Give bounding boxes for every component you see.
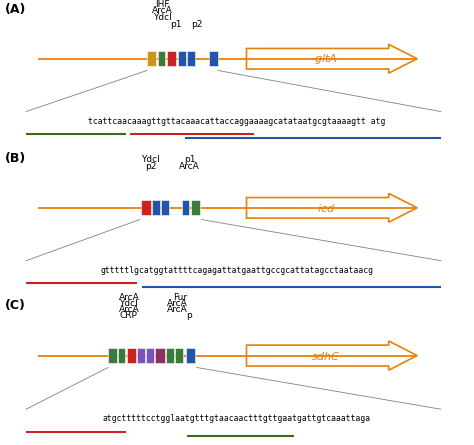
Text: ArcA: ArcA [167,299,188,308]
Text: YdcI: YdcI [153,13,172,22]
Text: p: p [186,311,191,320]
Text: IHF: IHF [155,0,170,9]
Text: $\it{icd}$: $\it{icd}$ [317,202,335,214]
Bar [209,51,218,66]
Text: ArcA: ArcA [118,293,139,302]
Text: tcattcaacaaagttgttacaaacattaccaggaaaagcatataatgcgtaaaagtt atg: tcattcaacaaagttgttacaaacattaccaggaaaagca… [88,117,386,125]
Bar [108,348,117,363]
Text: Fur: Fur [173,293,187,302]
Text: ArcA: ArcA [152,6,173,16]
Bar [191,200,200,215]
Bar [158,51,165,66]
Bar [175,348,183,363]
Bar [155,348,165,363]
Text: YdcI: YdcI [119,299,138,308]
Text: $\it{sdhC}$: $\it{sdhC}$ [311,350,341,361]
Bar [178,51,186,66]
Bar [161,200,169,215]
Text: (B): (B) [5,152,26,165]
Text: ArcA: ArcA [179,162,200,171]
Text: ArcA: ArcA [118,305,139,314]
Text: (C): (C) [5,299,26,312]
Bar [166,348,174,363]
Text: p1: p1 [170,20,181,28]
Bar [137,348,145,363]
Bar [141,200,151,215]
Text: CRP: CRP [120,311,138,320]
Text: p1: p1 [184,155,195,165]
Bar [186,348,195,363]
Bar [146,348,154,363]
Text: p2: p2 [191,20,202,28]
Bar [152,200,160,215]
Bar [118,348,125,363]
Text: ArcA: ArcA [167,305,188,314]
Text: $\it{gltA}$: $\it{gltA}$ [314,52,338,66]
Bar [182,200,189,215]
Bar [167,51,176,66]
Text: (A): (A) [5,3,26,16]
Text: gtttttlgcatggtattttcagagattatgaattgccgcattatagcctaataacg: gtttttlgcatggtattttcagagattatgaattgccgca… [100,266,374,275]
Text: atgctttttcctgglaatgtttgtaacaactttgttgaatgattgtcaaattaga: atgctttttcctgglaatgtttgtaacaactttgttgaat… [103,414,371,423]
Bar [147,51,156,66]
Bar [127,348,136,363]
Text: p2: p2 [145,162,156,171]
Text: YdcI: YdcI [141,155,160,165]
Bar [187,51,195,66]
